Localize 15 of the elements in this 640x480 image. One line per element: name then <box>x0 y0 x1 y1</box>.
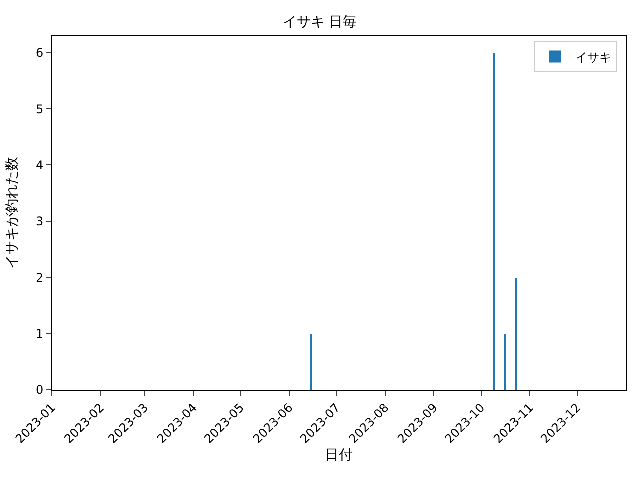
y-tick-label: 4 <box>36 158 44 172</box>
bar <box>504 334 506 390</box>
bar <box>515 278 517 390</box>
y-tick-label: 2 <box>36 270 44 285</box>
legend-label: イサキ <box>575 50 612 64</box>
chart-title: イサキ 日毎 <box>282 14 358 31</box>
y-tick-label: 6 <box>36 46 44 60</box>
x-axis-title: 日付 <box>325 448 353 464</box>
y-tick-label: 0 <box>36 383 44 398</box>
y-tick-label: 3 <box>36 214 44 229</box>
y-tick-label: 5 <box>36 102 44 116</box>
bar <box>493 53 495 390</box>
bar <box>310 334 312 390</box>
y-axis-title: イサキが釣れた数 <box>4 157 21 269</box>
y-tick-label: 1 <box>36 327 44 342</box>
